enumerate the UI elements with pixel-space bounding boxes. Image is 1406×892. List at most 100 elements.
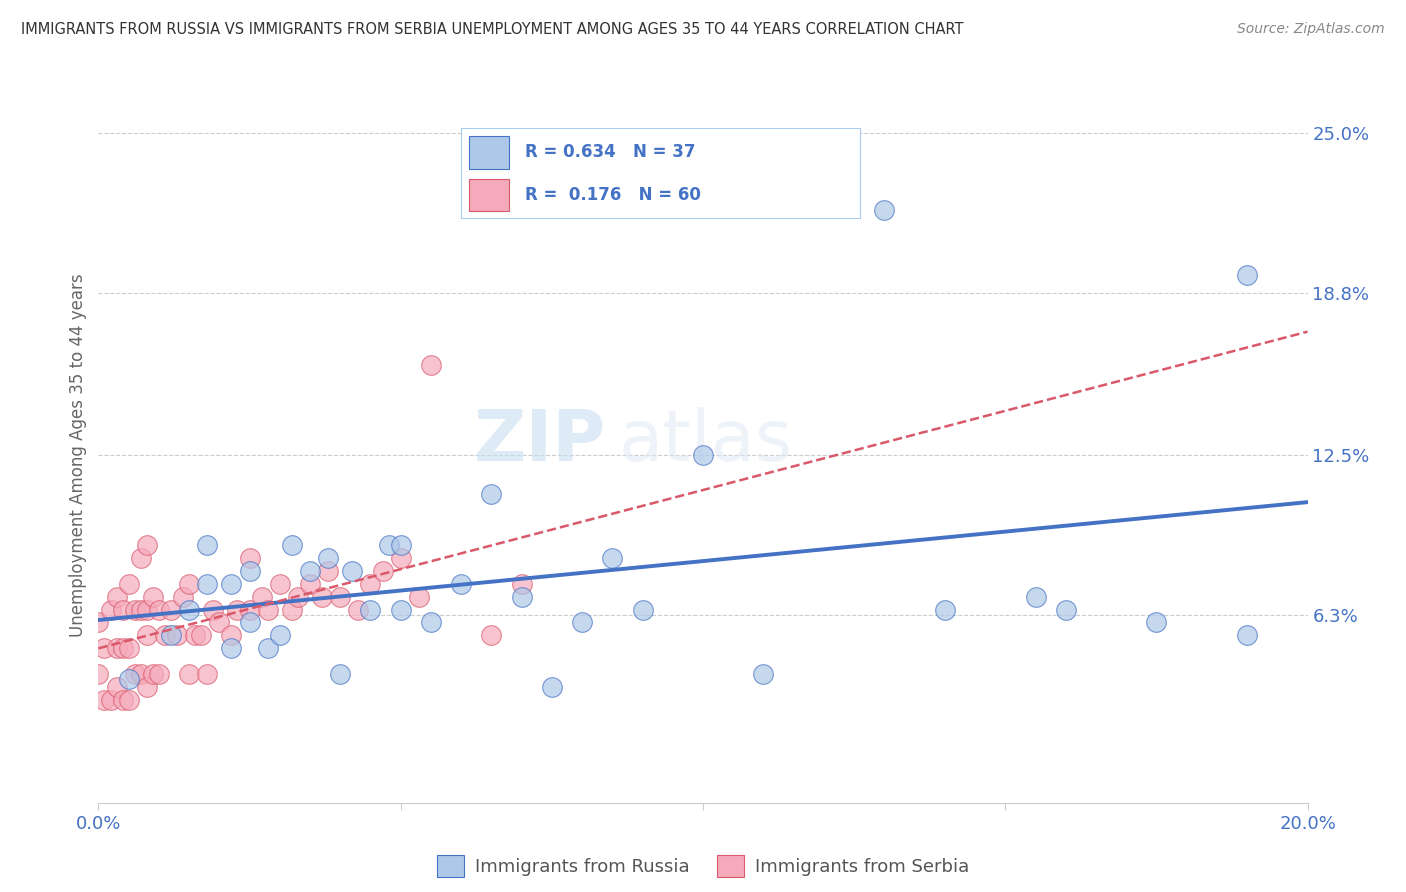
Point (316, 551, 339, 566)
Point (129, 602, 152, 616)
Point (571, 615, 593, 630)
Point (135, 680, 157, 694)
Point (269, 628, 291, 642)
Point (87, 667, 110, 681)
Point (752, 667, 775, 681)
Point (160, 602, 183, 616)
Point (221, 641, 243, 656)
Point (226, 602, 249, 616)
Point (281, 538, 304, 552)
Point (420, 358, 443, 372)
Point (100, 602, 122, 616)
Point (195, 667, 218, 681)
Point (371, 564, 394, 578)
Point (179, 602, 201, 616)
Point (208, 615, 231, 630)
Point (111, 692, 134, 706)
Text: IMMIGRANTS FROM RUSSIA VS IMMIGRANTS FROM SERBIA UNEMPLOYMENT AMONG AGES 35 TO 4: IMMIGRANTS FROM RUSSIA VS IMMIGRANTS FRO… (21, 22, 963, 37)
Point (148, 602, 170, 616)
Point (148, 667, 170, 681)
Point (481, 486, 503, 500)
Point (389, 538, 412, 552)
Point (221, 576, 243, 591)
Point (256, 641, 278, 656)
Point (129, 551, 152, 566)
Point (329, 667, 352, 681)
Point (481, 628, 503, 642)
Text: Source: ZipAtlas.com: Source: ZipAtlas.com (1237, 22, 1385, 37)
Point (100, 692, 122, 706)
Point (1236, 628, 1258, 642)
Point (105, 641, 128, 656)
Point (135, 538, 157, 552)
Point (142, 590, 165, 604)
Point (1054, 602, 1077, 616)
Point (347, 602, 370, 616)
Point (287, 590, 309, 604)
Point (135, 602, 157, 616)
Point (239, 615, 262, 630)
Point (299, 564, 322, 578)
Point (195, 576, 218, 591)
Point (239, 564, 262, 578)
Point (631, 602, 654, 616)
Point (873, 203, 896, 218)
Point (1144, 615, 1167, 630)
Point (153, 628, 176, 642)
Point (179, 576, 201, 591)
Point (692, 448, 714, 462)
Point (299, 576, 322, 591)
Point (360, 576, 382, 591)
Point (142, 667, 165, 681)
Point (93, 641, 115, 656)
Point (250, 590, 273, 604)
Point (360, 602, 382, 616)
Point (118, 576, 141, 591)
Point (118, 641, 141, 656)
Point (105, 590, 128, 604)
Point (195, 538, 218, 552)
Point (190, 628, 212, 642)
Point (510, 576, 533, 591)
Point (129, 667, 152, 681)
Point (93, 692, 115, 706)
Point (118, 692, 141, 706)
Point (179, 667, 201, 681)
Point (166, 628, 188, 642)
Point (1024, 590, 1046, 604)
Point (281, 602, 304, 616)
Point (450, 576, 472, 591)
Point (124, 602, 146, 616)
Point (389, 602, 412, 616)
Point (510, 590, 533, 604)
Point (135, 628, 157, 642)
Point (256, 602, 278, 616)
Point (87, 615, 110, 630)
Point (342, 564, 364, 578)
Point (389, 551, 412, 566)
Point (160, 628, 183, 642)
Point (105, 680, 128, 694)
Point (269, 576, 291, 591)
Point (1236, 268, 1258, 282)
Point (329, 590, 352, 604)
Y-axis label: Unemployment Among Ages 35 to 44 years: Unemployment Among Ages 35 to 44 years (69, 273, 87, 637)
Point (202, 602, 225, 616)
Point (316, 564, 339, 578)
Point (408, 590, 430, 604)
Point (239, 602, 262, 616)
Point (184, 628, 207, 642)
Point (111, 602, 134, 616)
Point (311, 590, 333, 604)
Point (602, 551, 624, 566)
Legend: Immigrants from Russia, Immigrants from Serbia: Immigrants from Russia, Immigrants from … (430, 847, 976, 884)
Point (111, 641, 134, 656)
Text: ZIP: ZIP (474, 407, 606, 475)
Point (118, 672, 141, 686)
Point (377, 538, 399, 552)
Point (221, 628, 243, 642)
Point (540, 680, 562, 694)
Point (239, 551, 262, 566)
Point (420, 615, 443, 630)
Point (124, 667, 146, 681)
